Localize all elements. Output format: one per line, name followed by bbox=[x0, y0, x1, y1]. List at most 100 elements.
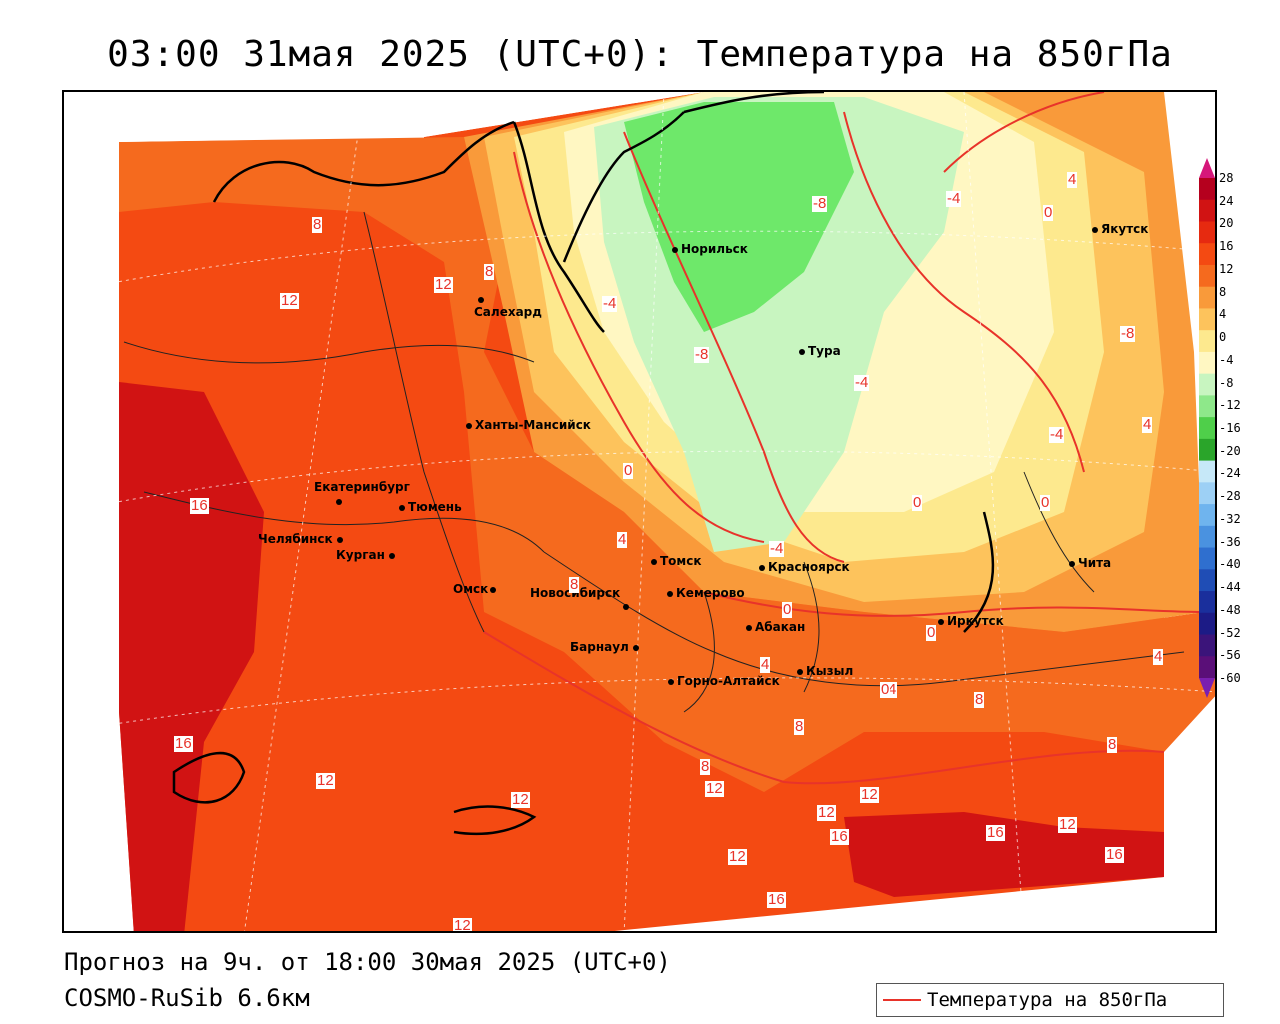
colorbar-tick-label: 20 bbox=[1219, 216, 1234, 231]
colorbar-segment bbox=[1199, 417, 1215, 440]
colorbar-segment bbox=[1199, 221, 1215, 244]
colorbar-segment bbox=[1199, 634, 1215, 657]
city-krasnoyarsk: Красноярск bbox=[759, 560, 850, 574]
colorbar-tick-label: -40 bbox=[1219, 557, 1241, 572]
colorbar-tick-label: 12 bbox=[1219, 261, 1234, 276]
isotherm-label: -8 bbox=[812, 195, 828, 212]
city-irkutsk: Иркутск bbox=[938, 614, 1004, 628]
colorbar-tick-label: -60 bbox=[1219, 671, 1241, 685]
isotherm-label: 0 bbox=[782, 601, 793, 618]
colorbar-tick-label: 28 bbox=[1219, 171, 1234, 185]
isotherm-label: 8 bbox=[794, 718, 805, 735]
city-label: Чита bbox=[1078, 556, 1112, 570]
colorbar-segment bbox=[1199, 308, 1215, 331]
isotherm-label: -8 bbox=[694, 346, 710, 363]
city-dot bbox=[672, 246, 678, 253]
city-dot bbox=[1092, 226, 1098, 233]
city-norilsk: Норильск bbox=[672, 242, 748, 256]
isotherm-label: 0 bbox=[1043, 204, 1054, 221]
city-dot bbox=[759, 564, 765, 571]
colorbar-segment bbox=[1199, 612, 1215, 636]
colorbar: 28 24 20 16 12 8 4 0 -4 -8 -12 -16 -20 -24 -28 -32 -36 -4… bbox=[1199, 158, 1259, 698]
city-tura: Тура bbox=[799, 344, 841, 358]
city-tyumen: Тюмень bbox=[399, 500, 462, 514]
colorbar-scale bbox=[1199, 158, 1215, 698]
city-dot bbox=[336, 498, 342, 505]
city-label: Томск bbox=[660, 554, 702, 568]
colorbar-tick-label: -4 bbox=[1219, 352, 1234, 367]
city-dot bbox=[668, 678, 674, 685]
colorbar-tick-label: -52 bbox=[1219, 625, 1241, 640]
colorbar-segment bbox=[1199, 395, 1215, 418]
city-dot bbox=[388, 552, 395, 559]
colorbar-segment bbox=[1199, 547, 1215, 570]
city-label: Курган bbox=[336, 548, 385, 562]
isotherm-label: -4 bbox=[854, 374, 870, 391]
isotherm-label: 4 bbox=[1153, 648, 1164, 665]
city-chelyabinsk: Челябинск bbox=[258, 532, 346, 546]
colorbar-tick-label: 0 bbox=[1219, 330, 1227, 345]
isotherm-label: -4 bbox=[1049, 426, 1065, 443]
isotherm-label: 0 bbox=[623, 462, 634, 479]
colorbar-segment bbox=[1199, 525, 1215, 549]
legend-line-swatch bbox=[883, 999, 921, 1001]
city-dot bbox=[478, 296, 484, 303]
city-label: Норильск bbox=[681, 242, 748, 256]
colorbar-tick-label: 16 bbox=[1219, 239, 1234, 254]
isotherm-label: 12 bbox=[434, 276, 453, 293]
city-salekhard-label: Салехард bbox=[474, 305, 542, 319]
isotherm-label: 8 bbox=[1107, 736, 1118, 753]
city-label: Барнаул bbox=[570, 640, 629, 654]
colorbar-segment bbox=[1199, 351, 1215, 375]
colorbar-tick-label: -16 bbox=[1219, 421, 1241, 435]
model-name: COSMO-RuSib 6.6км bbox=[64, 984, 310, 1012]
city-salekhard bbox=[478, 292, 487, 306]
isotherm-label: 12 bbox=[453, 917, 472, 933]
isotherm-label: 12 bbox=[860, 786, 879, 803]
city-dot bbox=[651, 558, 657, 565]
city-label: Кызыл bbox=[806, 664, 854, 678]
city-dot bbox=[1069, 560, 1075, 567]
isotherm-label: 8 bbox=[312, 216, 323, 233]
isotherm-label: 4 bbox=[1067, 171, 1078, 188]
city-dot bbox=[746, 624, 752, 631]
colorbar-bottom-arrow bbox=[1199, 678, 1215, 698]
isotherm-label: 8 bbox=[484, 263, 495, 280]
city-novosibirsk: Новосибирск bbox=[530, 586, 620, 600]
city-khanty-mansiysk: Ханты-Мансийск bbox=[466, 418, 591, 432]
city-dot bbox=[399, 504, 405, 511]
colorbar-segment bbox=[1199, 482, 1215, 505]
legend: Температура на 850гПа bbox=[876, 983, 1224, 1017]
isotherm-label: 4 bbox=[1142, 416, 1153, 433]
isotherm-label: -4 bbox=[946, 190, 962, 207]
colorbar-segment bbox=[1199, 656, 1215, 679]
isotherm-label: 8 bbox=[700, 758, 711, 775]
city-label: Абакан bbox=[755, 620, 806, 634]
city-chita: Чита bbox=[1069, 556, 1111, 570]
colorbar-segment bbox=[1199, 591, 1215, 614]
city-ekaterinburg: Екатеринбург bbox=[314, 480, 410, 494]
isotherm-label: 16 bbox=[1105, 846, 1124, 863]
city-label: Тюмень bbox=[408, 500, 462, 514]
map-title: 03:00 31мая 2025 (UTC+0): Температура на… bbox=[107, 34, 1173, 75]
isotherm-label: 0 bbox=[912, 494, 923, 511]
city-label: Якутск bbox=[1101, 222, 1149, 236]
colorbar-tick-label: 24 bbox=[1219, 193, 1234, 208]
temperature-map[interactable]: Норильск Якутск Салехард Тура Ханты-Манс… bbox=[62, 90, 1217, 933]
isotherm-label: 4 bbox=[760, 656, 771, 673]
isotherm-label: -8 bbox=[1120, 325, 1136, 342]
colorbar-tick-label: -44 bbox=[1219, 580, 1241, 595]
isotherm-label: 16 bbox=[767, 891, 786, 908]
city-dot bbox=[632, 644, 639, 651]
city-barnaul: Барнаул bbox=[570, 640, 642, 654]
isotherm-label: 12 bbox=[511, 791, 530, 808]
colorbar-tick-label: 8 bbox=[1219, 284, 1227, 299]
isotherm-label: -4 bbox=[769, 540, 785, 557]
colorbar-tick-label: -36 bbox=[1219, 534, 1241, 549]
isotherm-label: 8 bbox=[569, 576, 580, 593]
isotherm-label: 0 bbox=[880, 681, 891, 698]
colorbar-tick-label: -20 bbox=[1219, 443, 1241, 458]
isotherm-label: 12 bbox=[728, 848, 747, 865]
city-yakutsk: Якутск bbox=[1092, 222, 1148, 236]
colorbar-tick-label: -56 bbox=[1219, 648, 1241, 663]
